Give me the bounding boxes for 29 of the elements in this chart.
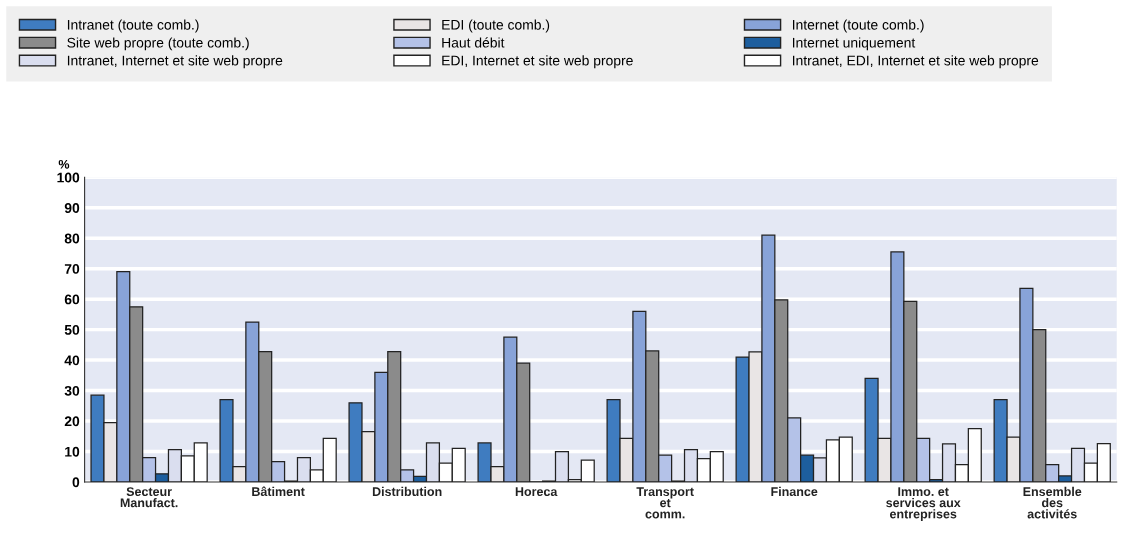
y-tick-label: 30: [64, 385, 80, 396]
y-axis-title: %: [58, 159, 70, 169]
x-tick-label: Horeca: [515, 487, 558, 497]
legend-label: Internet uniquement: [792, 37, 916, 51]
y-tick-label: 0: [72, 477, 80, 488]
y-tick-label: 10: [65, 446, 80, 457]
legend-label: EDI, Internet et site web propre: [442, 55, 633, 69]
legend-label: Intranet, Internet et site web propre: [67, 55, 283, 69]
y-tick-label: 100: [57, 172, 80, 183]
x-tick-label: Finance: [771, 486, 818, 497]
x-tick-label: Distribution: [372, 486, 442, 497]
legend-label: Intranet (toute comb.): [67, 19, 199, 33]
y-tick-label: 80: [64, 233, 80, 244]
y-tick-label: 40: [64, 355, 80, 366]
x-tick-label: Immo. et services aux entreprises: [886, 487, 961, 521]
legend-label: Haut débit: [442, 37, 505, 48]
legend-label: EDI (toute comb.): [442, 19, 550, 33]
x-tick-label: Secteur Manufact.: [120, 487, 178, 508]
legend-label: Internet (toute comb.): [792, 19, 924, 33]
x-tick-label: Ensemble des activités: [1023, 486, 1082, 519]
x-tick-label: Transport et comm.: [636, 487, 694, 519]
y-tick-label: 50: [64, 324, 80, 335]
x-tick-label: Bâtiment: [252, 486, 305, 497]
y-tick-label: 20: [64, 416, 80, 427]
y-tick-label: 60: [64, 294, 80, 305]
y-tick-label: 70: [64, 264, 80, 274]
y-tick-label: 90: [64, 203, 80, 213]
legend-label: Site web propre (toute comb.): [67, 37, 249, 51]
legend-label: Intranet, EDI, Internet et site web propre: [792, 55, 1039, 69]
